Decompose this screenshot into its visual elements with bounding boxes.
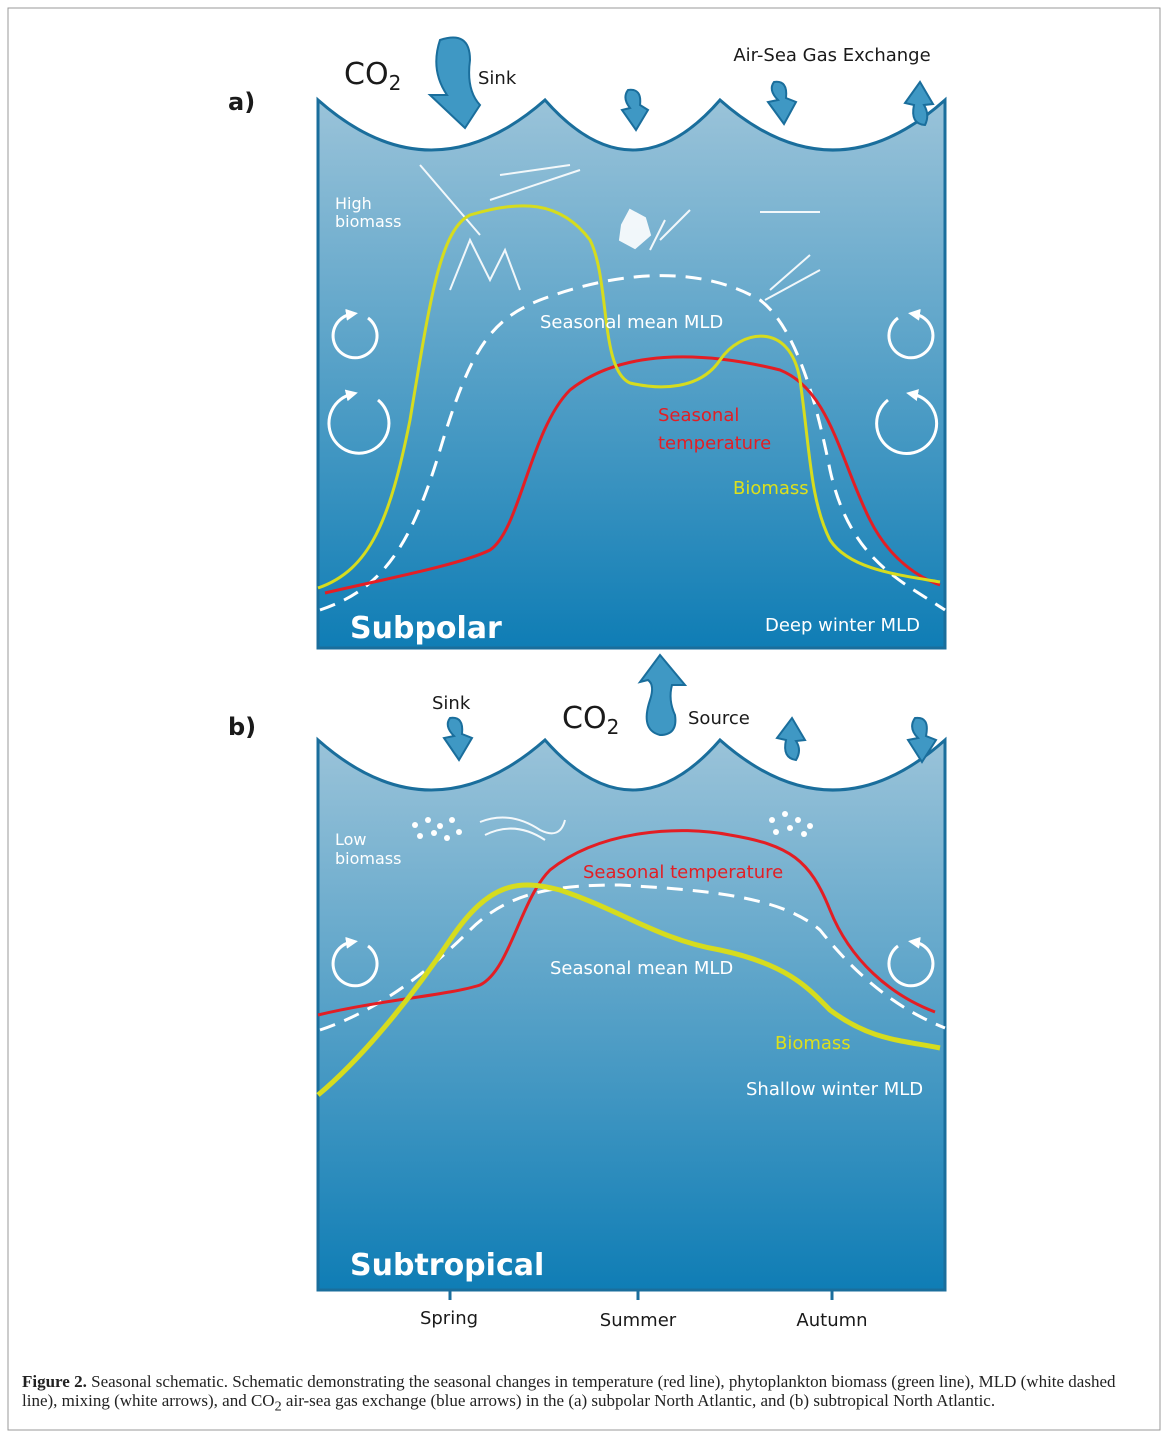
caption-label: Figure 2.	[22, 1372, 87, 1391]
co2-main: CO	[344, 57, 389, 92]
season-label: Summer	[600, 1310, 677, 1331]
winter-mld-label: Shallow winter MLD	[746, 1079, 923, 1100]
caption-sub: 2	[275, 1398, 282, 1414]
panel-label: a)	[228, 88, 255, 116]
temperature-label: Seasonal temperature	[583, 862, 783, 883]
region-label: Subtropical	[350, 1248, 544, 1283]
mld-label: Seasonal mean MLD	[540, 312, 723, 333]
co2-label: CO2	[562, 701, 619, 739]
ocean-b	[318, 740, 945, 1290]
biomass-note: High	[335, 194, 372, 213]
region-label: Subpolar	[350, 611, 502, 646]
season-label: Autumn	[796, 1310, 867, 1331]
season-label: Spring	[420, 1308, 478, 1329]
figure: a) CO2 Sink Air-Sea Gas Exchange High bi…	[0, 0, 1168, 1440]
biomass-label: Biomass	[733, 478, 809, 499]
panel-label: b)	[228, 713, 256, 741]
sink-label: Sink	[432, 693, 471, 714]
caption-text: air-sea gas exchange (blue arrows) in th…	[282, 1391, 995, 1410]
temperature-label: Seasonal	[658, 405, 739, 426]
biomass-note: Low	[335, 830, 367, 849]
co2-label: CO2	[344, 57, 401, 95]
sink-label: Sink	[478, 68, 517, 89]
biomass-label: Biomass	[775, 1033, 851, 1054]
co2-main: CO	[562, 701, 607, 736]
exchange-label: Air-Sea Gas Exchange	[733, 45, 930, 66]
page: a) CO2 Sink Air-Sea Gas Exchange High bi…	[0, 0, 1168, 1440]
mld-label: Seasonal mean MLD	[550, 958, 733, 979]
caption: Figure 2. Seasonal schematic. Schematic …	[22, 1372, 1142, 1416]
co2-sub: 2	[389, 71, 402, 95]
ocean-a	[318, 100, 945, 648]
co2-sub: 2	[607, 715, 620, 739]
biomass-note: biomass	[335, 212, 401, 231]
temperature-label: temperature	[658, 433, 771, 454]
biomass-note: biomass	[335, 849, 401, 868]
winter-mld-label: Deep winter MLD	[765, 615, 920, 636]
source-label: Source	[688, 708, 750, 729]
